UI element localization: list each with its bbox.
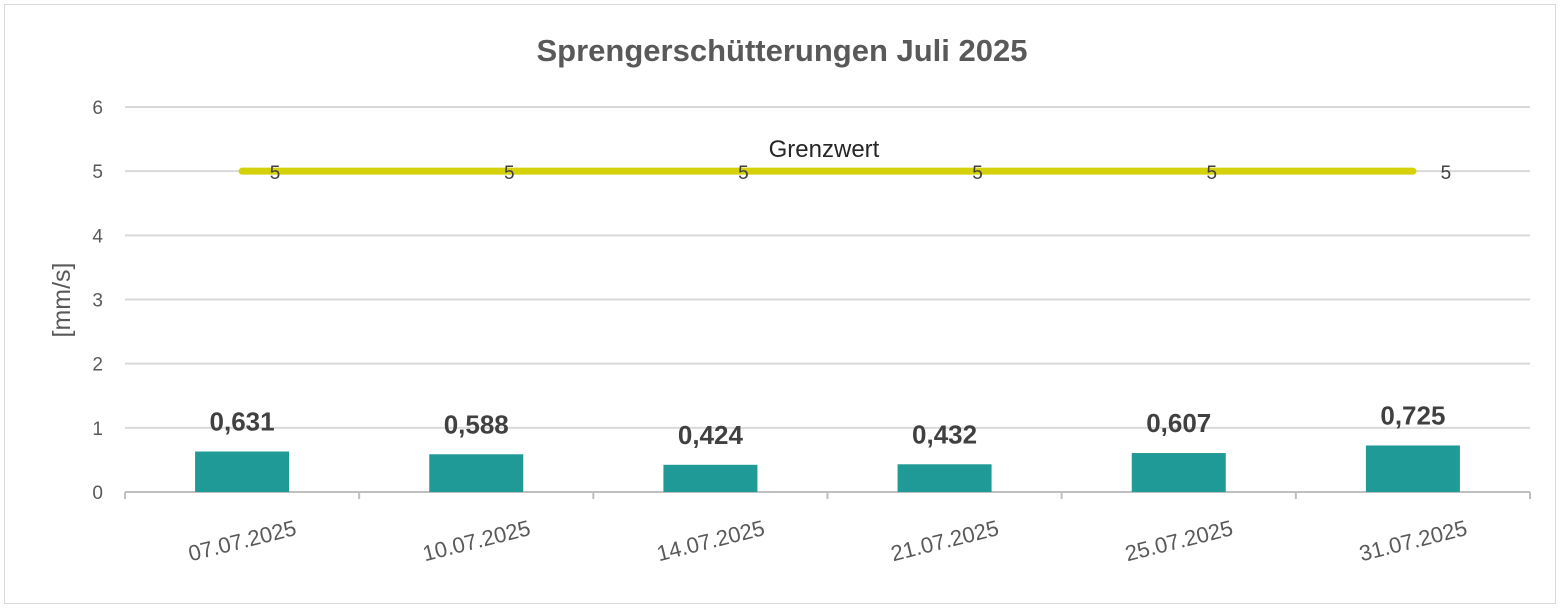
bar-value-label: 0,607: [1146, 408, 1211, 438]
data-labels: 0,631 0,588 0,424 0,432 0,607 0,725 5 5 5 5 5 5: [210, 163, 1452, 450]
bar: [897, 464, 992, 492]
y-tick-label: 0: [92, 483, 103, 504]
bar-value-label: 0,588: [444, 409, 509, 439]
x-tick-label: 25.07.2025: [1122, 515, 1235, 566]
grenzwert-value-label: 5: [1441, 163, 1452, 184]
x-tick-label: 14.07.2025: [654, 515, 767, 566]
bar-value-label: 0,424: [678, 420, 744, 450]
bar: [663, 464, 758, 492]
x-tick-label: 21.07.2025: [888, 515, 1001, 566]
grenzwert-value-label: 5: [504, 163, 515, 184]
y-tick-label: 4: [92, 226, 103, 247]
y-tick-label: 6: [92, 98, 103, 119]
chart-title: Sprengerschütterungen Juli 2025: [537, 33, 1028, 68]
bar: [1365, 445, 1460, 492]
y-tick-label: 2: [92, 355, 103, 376]
x-tick-labels: 07.07.2025 10.07.2025 14.07.2025 21.07.2025…: [186, 515, 1470, 566]
y-tick-labels: 0 1 2 3 4 5 6: [92, 98, 103, 504]
grenzwert-value-label: 5: [972, 163, 983, 184]
bar-value-label: 0,631: [210, 407, 275, 437]
y-axis-label: [mm/s]: [48, 263, 76, 338]
x-tick-label: 31.07.2025: [1357, 515, 1470, 566]
bar: [1131, 453, 1226, 492]
bar: [429, 454, 524, 492]
y-tick-label: 1: [92, 419, 103, 440]
y-tick-label: 5: [92, 162, 103, 183]
x-tick-label: 07.07.2025: [186, 515, 299, 566]
bar-series: [195, 445, 1460, 492]
bar-value-label: 0,725: [1380, 400, 1445, 430]
grenzwert-series-name: Grenzwert: [769, 136, 880, 163]
grenzwert-value-label: 5: [738, 163, 749, 184]
x-axis: [124, 491, 1531, 499]
chart-frame: [4, 4, 1556, 604]
x-tick-label: 10.07.2025: [420, 515, 533, 566]
grenzwert-value-label: 5: [1206, 163, 1217, 184]
y-tick-label: 3: [92, 291, 103, 312]
bar: [195, 451, 290, 492]
grenzwert-value-label: 5: [270, 163, 281, 184]
bar-value-label: 0,432: [912, 419, 977, 449]
